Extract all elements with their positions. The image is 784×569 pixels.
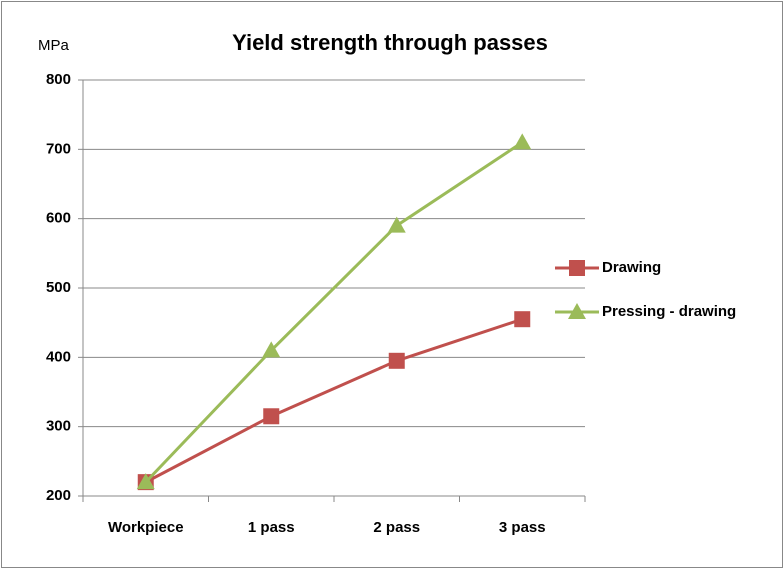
y-tick-label: 300 [46,418,71,435]
x-tick-label: Workpiece [108,519,184,536]
marker [513,133,532,150]
series-line [145,317,523,484]
y-tick-label: 400 [46,348,71,365]
y-tick-label: 500 [46,279,71,296]
marker [136,473,155,490]
chart-title: Yield strength through passes [232,30,548,55]
legend-label: Drawing [602,259,661,276]
x-tick-label: 3 pass [499,519,546,536]
marker [263,408,280,425]
legend-label: Pressing - drawing [602,303,736,320]
marker [388,352,405,369]
marker [262,341,281,358]
x-tick-label: 2 pass [373,519,420,536]
series-line [144,141,524,484]
y-tick-label: 800 [46,71,71,88]
y-axis-label: MPa [38,37,70,54]
marker [568,303,586,319]
marker [387,216,406,233]
marker [514,311,531,328]
y-tick-label: 200 [46,487,71,504]
x-tick-label: 1 pass [248,519,295,536]
y-tick-label: 600 [46,210,71,227]
y-tick-label: 700 [46,140,71,157]
marker [569,260,585,276]
